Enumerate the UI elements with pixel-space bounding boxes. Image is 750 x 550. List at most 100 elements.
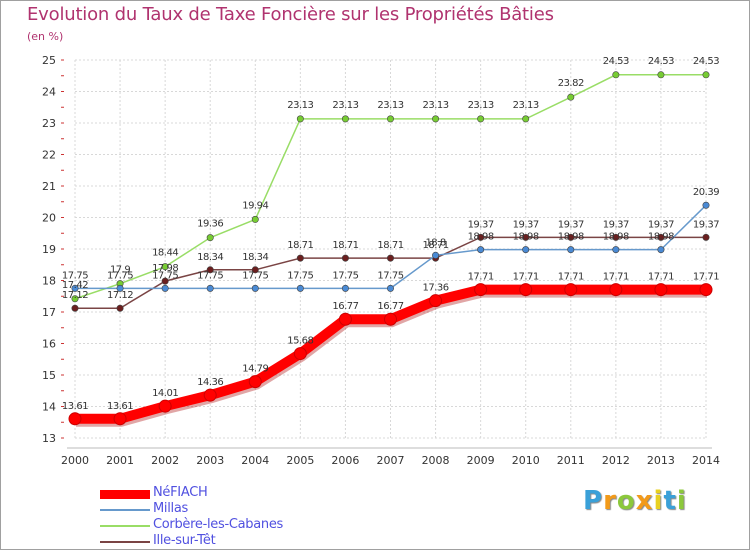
data-point bbox=[341, 284, 349, 292]
data-label: 17.98 bbox=[152, 263, 178, 274]
data-label: 19.37 bbox=[648, 219, 674, 230]
data-point bbox=[612, 71, 620, 79]
data-point bbox=[432, 251, 440, 259]
y-tick-label: 17 bbox=[42, 306, 56, 319]
y-tick-label: 14 bbox=[42, 401, 56, 414]
legend-item-corbere-les-cabanes[interactable]: Corbère-les-Cabanes bbox=[100, 517, 400, 534]
data-point bbox=[158, 399, 172, 413]
data-point bbox=[251, 284, 259, 292]
data-label: 14.79 bbox=[242, 364, 268, 375]
y-tick-label: 15 bbox=[42, 369, 56, 382]
data-label: 18.8 bbox=[425, 237, 445, 248]
data-point bbox=[432, 115, 440, 123]
data-point bbox=[612, 246, 620, 254]
legend-item-ille-sur-tet[interactable]: Ille-sur-Têt bbox=[100, 533, 400, 550]
data-label: 16.77 bbox=[332, 301, 358, 312]
data-point bbox=[384, 312, 397, 326]
data-label: 17.75 bbox=[377, 270, 403, 281]
data-label: 19.36 bbox=[197, 219, 223, 230]
data-label: 20.39 bbox=[693, 187, 719, 198]
data-label: 15.68 bbox=[287, 336, 313, 347]
data-point bbox=[116, 304, 124, 312]
data-label: 24.53 bbox=[693, 56, 719, 67]
logo-letter: P bbox=[583, 486, 604, 516]
data-label: 18.34 bbox=[197, 252, 223, 263]
series-millas bbox=[71, 201, 710, 292]
data-label: 18.98 bbox=[513, 232, 539, 243]
data-label: 18.71 bbox=[287, 240, 313, 251]
legend-item-millas[interactable]: Millas bbox=[100, 501, 400, 518]
data-point bbox=[203, 388, 217, 402]
data-point bbox=[386, 115, 394, 123]
y-tick-label: 21 bbox=[42, 180, 56, 193]
x-tick-label: 2010 bbox=[512, 454, 540, 467]
data-point bbox=[477, 233, 485, 241]
y-tick-label: 23 bbox=[42, 117, 56, 130]
data-point bbox=[71, 295, 79, 303]
legend-item-nefiach[interactable]: NéFIACH bbox=[100, 485, 400, 502]
data-label: 18.71 bbox=[332, 240, 358, 251]
x-tick-label: 2002 bbox=[151, 454, 179, 467]
data-point bbox=[341, 254, 349, 262]
data-point bbox=[474, 283, 488, 297]
data-label: 17.71 bbox=[513, 272, 539, 283]
data-label: 13.61 bbox=[107, 401, 133, 412]
data-label: 23.13 bbox=[423, 100, 449, 111]
data-label: 23.13 bbox=[468, 100, 494, 111]
data-label: 18.71 bbox=[377, 240, 403, 251]
data-point bbox=[386, 284, 394, 292]
data-label: 19.37 bbox=[513, 219, 539, 230]
data-point bbox=[702, 201, 710, 209]
data-label: 17.75 bbox=[107, 270, 133, 281]
data-point bbox=[522, 115, 530, 123]
data-point bbox=[702, 71, 710, 79]
logo-letter: r bbox=[603, 486, 617, 516]
data-label: 14.01 bbox=[152, 388, 178, 399]
logo-letter: t bbox=[663, 486, 677, 516]
data-point bbox=[296, 284, 304, 292]
x-tick-label: 2011 bbox=[557, 454, 585, 467]
data-label: 24.53 bbox=[603, 56, 629, 67]
data-label: 23.82 bbox=[558, 78, 584, 89]
legend-swatch bbox=[100, 509, 150, 511]
y-tick-label: 18 bbox=[42, 275, 56, 288]
data-point bbox=[71, 304, 79, 312]
data-point bbox=[116, 284, 124, 292]
data-point bbox=[68, 412, 82, 426]
data-point bbox=[248, 375, 262, 389]
y-tick-label: 20 bbox=[42, 212, 56, 225]
data-point bbox=[564, 283, 578, 297]
data-label: 17.71 bbox=[648, 272, 674, 283]
data-label: 18.98 bbox=[468, 232, 494, 243]
data-point bbox=[567, 93, 575, 101]
logo-letter: o bbox=[616, 486, 636, 516]
legend-swatch bbox=[100, 490, 150, 499]
y-tick-label: 25 bbox=[42, 54, 56, 67]
data-label: 17.75 bbox=[332, 270, 358, 281]
data-label: 24.53 bbox=[648, 56, 674, 67]
data-label: 17.75 bbox=[152, 270, 178, 281]
x-tick-label: 2005 bbox=[286, 454, 314, 467]
data-point bbox=[699, 283, 713, 297]
logo-letter: i bbox=[676, 486, 687, 516]
legend-label: NéFIACH bbox=[153, 485, 208, 500]
data-point bbox=[161, 263, 169, 271]
data-label: 17.9 bbox=[110, 265, 130, 276]
data-label: 23.13 bbox=[287, 100, 313, 111]
legend-swatch bbox=[100, 541, 150, 543]
data-point bbox=[293, 347, 307, 361]
y-tick-label: 22 bbox=[42, 149, 56, 162]
x-tick-label: 2013 bbox=[647, 454, 675, 467]
x-tick-label: 2014 bbox=[692, 454, 720, 467]
x-tick-label: 2012 bbox=[602, 454, 630, 467]
data-label: 18.98 bbox=[648, 232, 674, 243]
data-label: 19.37 bbox=[693, 219, 719, 230]
series-n-fiach bbox=[68, 283, 713, 427]
data-point bbox=[657, 246, 665, 254]
chart-title: Evolution du Taux de Taxe Foncière sur l… bbox=[27, 4, 554, 25]
unit-label: (en %) bbox=[27, 30, 64, 43]
data-label: 17.75 bbox=[62, 270, 88, 281]
data-point bbox=[654, 283, 668, 297]
data-point bbox=[206, 284, 214, 292]
data-label: 23.13 bbox=[377, 100, 403, 111]
